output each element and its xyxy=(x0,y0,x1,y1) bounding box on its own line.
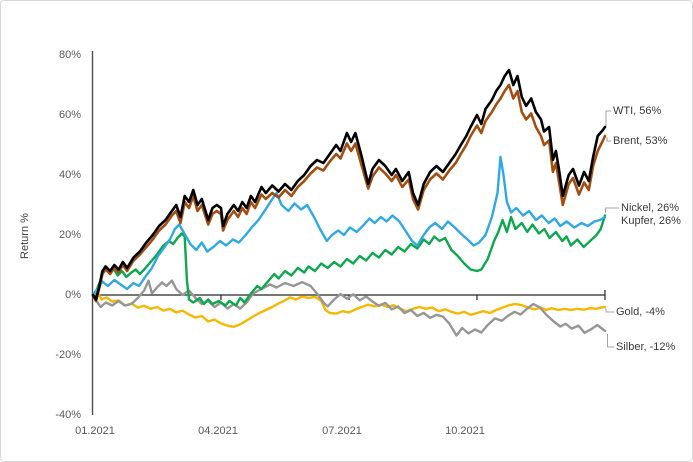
series-line-brent xyxy=(91,83,607,303)
x-tick-label-jul: 07.2021 xyxy=(322,425,362,437)
series-label-gold: Gold, -4% xyxy=(616,306,665,318)
series-line-wti xyxy=(91,68,607,301)
series-line-silber xyxy=(91,279,607,337)
y-tick-label-n20: -20% xyxy=(55,349,81,361)
x-tick-label-jan: 01.2021 xyxy=(75,425,115,437)
x-tick-label-oct: 10.2021 xyxy=(445,425,485,437)
series-line-gold xyxy=(91,290,607,328)
y-tick-label-40: 40% xyxy=(58,169,81,181)
series-label-brent: Brent, 53% xyxy=(613,135,668,147)
series-label-kupfer: Kupfer, 26% xyxy=(621,215,681,227)
leader-line-gold xyxy=(605,308,614,313)
leader-line-brent xyxy=(606,137,611,142)
y-tick-label-0: 0% xyxy=(65,289,81,301)
series-label-nickel: Nickel, 26% xyxy=(621,202,680,214)
leader-line-nickel xyxy=(605,207,619,213)
series-line-kupfer xyxy=(91,155,607,297)
leader-line-silber xyxy=(607,334,614,348)
y-tick-label-n40: -40% xyxy=(55,409,81,421)
series-label-silber: Silber, -12% xyxy=(616,341,676,353)
y-tick-label-20: 20% xyxy=(58,229,81,241)
leader-line-wti xyxy=(605,110,611,126)
x-tick-label-apr: 04.2021 xyxy=(198,425,238,437)
y-tick-label-60: 60% xyxy=(58,109,81,121)
y-tick-label-80: 80% xyxy=(58,49,81,61)
series-label-wti: WTI, 56% xyxy=(613,105,662,117)
